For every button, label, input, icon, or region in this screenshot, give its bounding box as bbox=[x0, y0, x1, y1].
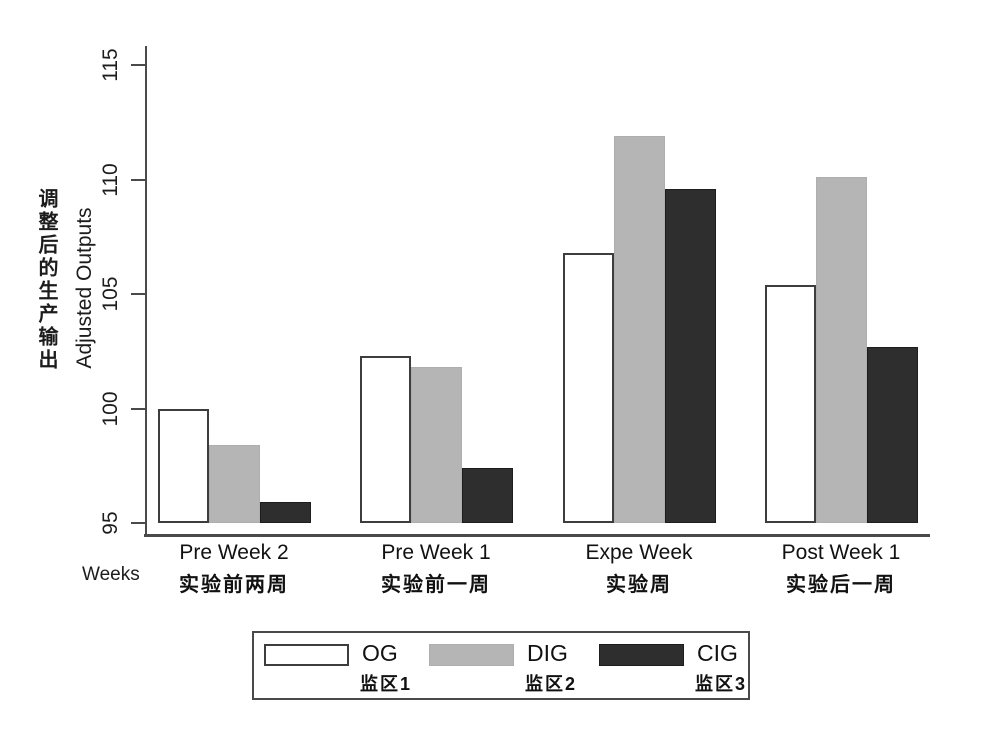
legend-item-dig: DIG 监区2 bbox=[429, 633, 589, 698]
bar-og-expe-week bbox=[563, 252, 614, 523]
x-category-post-week-1: Post Week 1 实验后一周 bbox=[731, 541, 951, 597]
x-category-label-zh: 实验后一周 bbox=[786, 574, 896, 596]
bar-dig-pre-week-1 bbox=[411, 367, 462, 523]
bar-cig-expe-week bbox=[665, 188, 716, 523]
legend-sublabel-og: 监区1 bbox=[360, 674, 413, 694]
x-axis-line bbox=[144, 534, 930, 537]
x-category-label-zh: 实验周 bbox=[606, 574, 672, 596]
y-tick-mark-100 bbox=[131, 407, 145, 410]
bar-dig-expe-week bbox=[614, 135, 665, 523]
x-category-label-en: Expe Week bbox=[585, 541, 693, 564]
legend-swatch-og bbox=[264, 644, 349, 666]
y-tick-label-100: 100 bbox=[99, 390, 122, 427]
bar-dig-pre-week-2 bbox=[209, 445, 260, 523]
y-axis-title-english: Adjusted Outputs bbox=[73, 207, 96, 369]
legend-label-og: OG bbox=[362, 640, 398, 666]
legend-label-cig: CIG bbox=[697, 640, 738, 666]
legend-sublabel-dig: 监区2 bbox=[525, 674, 578, 694]
bar-og-pre-week-1 bbox=[360, 355, 411, 523]
bar-og-post-week-1 bbox=[765, 284, 816, 523]
legend: OG 监区1 DIG 监区2 CIG 监区3 bbox=[252, 631, 750, 700]
x-category-label-en: Post Week 1 bbox=[781, 541, 901, 564]
legend-label-dig: DIG bbox=[527, 640, 568, 666]
x-category-label-en: Pre Week 1 bbox=[381, 541, 491, 564]
bar-cig-post-week-1 bbox=[867, 346, 918, 523]
y-tick-mark-115 bbox=[131, 64, 145, 66]
y-axis-title-chinese: 调整后的生产输出 bbox=[35, 188, 57, 372]
y-tick-mark-105 bbox=[131, 293, 145, 295]
y-axis-line bbox=[145, 46, 147, 536]
bar-cig-pre-week-1 bbox=[462, 468, 513, 523]
x-category-expe-week: Expe Week 实验周 bbox=[529, 541, 749, 597]
y-tick-label-115: 115 bbox=[99, 48, 122, 82]
bar-dig-post-week-1 bbox=[816, 177, 867, 523]
legend-swatch-dig bbox=[429, 644, 514, 666]
y-tick-mark-95 bbox=[131, 522, 145, 524]
bar-og-pre-week-2 bbox=[158, 408, 209, 523]
x-category-label-zh: 实验前两周 bbox=[179, 574, 289, 596]
x-category-pre-week-2: Pre Week 2 实验前两周 bbox=[124, 541, 344, 597]
x-category-label-en: Pre Week 2 bbox=[179, 541, 289, 564]
bar-cig-pre-week-2 bbox=[260, 502, 311, 523]
legend-item-og: OG 监区1 bbox=[264, 633, 424, 698]
x-category-label-zh: 实验前一周 bbox=[381, 574, 491, 596]
x-category-pre-week-1: Pre Week 1 实验前一周 bbox=[326, 541, 546, 597]
legend-swatch-cig bbox=[599, 644, 684, 666]
y-tick-mark-110 bbox=[131, 178, 145, 181]
y-tick-label-95: 95 bbox=[99, 511, 122, 535]
y-tick-label-110: 110 bbox=[99, 162, 122, 197]
x-axis-title: Weeks bbox=[82, 564, 140, 585]
legend-item-cig: CIG 监区3 bbox=[599, 633, 759, 698]
y-tick-label-105: 105 bbox=[99, 276, 122, 312]
legend-sublabel-cig: 监区3 bbox=[695, 674, 748, 694]
